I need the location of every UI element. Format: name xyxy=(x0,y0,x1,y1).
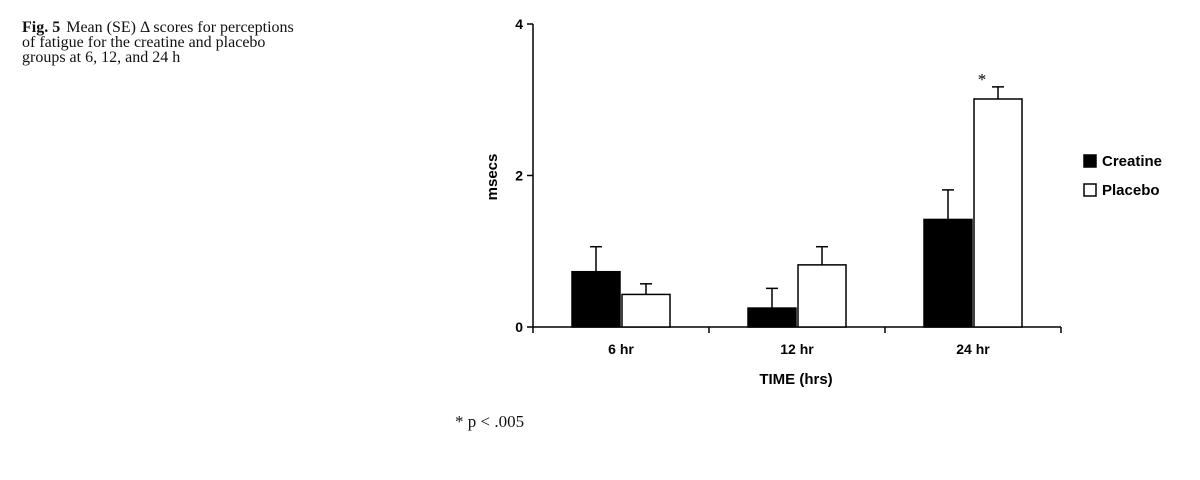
y-tick-label: 4 xyxy=(515,16,523,32)
chart-axes: 0 2 4 6 hr 12 hr 24 hr xyxy=(515,16,1062,357)
x-axis-label: TIME (hrs) xyxy=(759,371,832,388)
bar-placebo xyxy=(797,264,847,328)
bar-creatine xyxy=(571,270,621,328)
bar-placebo xyxy=(621,293,671,328)
x-tick-label: 6 hr xyxy=(608,341,634,357)
legend-label-creatine: Creatine xyxy=(1102,153,1162,170)
y-tick-label: 2 xyxy=(515,168,523,184)
bar-creatine xyxy=(923,218,973,328)
significance-marker: * xyxy=(978,70,987,89)
legend-label-placebo: Placebo xyxy=(1102,182,1160,199)
figure-label: Fig. 5 xyxy=(22,19,61,36)
chart-bars: * xyxy=(571,70,1023,328)
legend-swatch-creatine xyxy=(1083,154,1097,168)
x-tick-label: 24 hr xyxy=(956,341,990,357)
legend-swatch-placebo xyxy=(1083,183,1097,197)
y-axis-label: msecs xyxy=(484,154,501,201)
x-tick-label: 12 hr xyxy=(780,341,814,357)
bar-creatine xyxy=(747,307,797,328)
bar-placebo xyxy=(973,98,1023,328)
significance-footnote: * p < .005 xyxy=(455,412,525,431)
y-tick-label: 0 xyxy=(515,319,523,335)
figure-caption: Fig. 5 Mean (SE) Δ scores for perceptions… xyxy=(22,19,302,66)
figure-caption-text: Mean (SE) Δ scores for perceptions of fa… xyxy=(22,19,294,66)
chart-legend: Creatine Placebo xyxy=(1083,153,1162,199)
